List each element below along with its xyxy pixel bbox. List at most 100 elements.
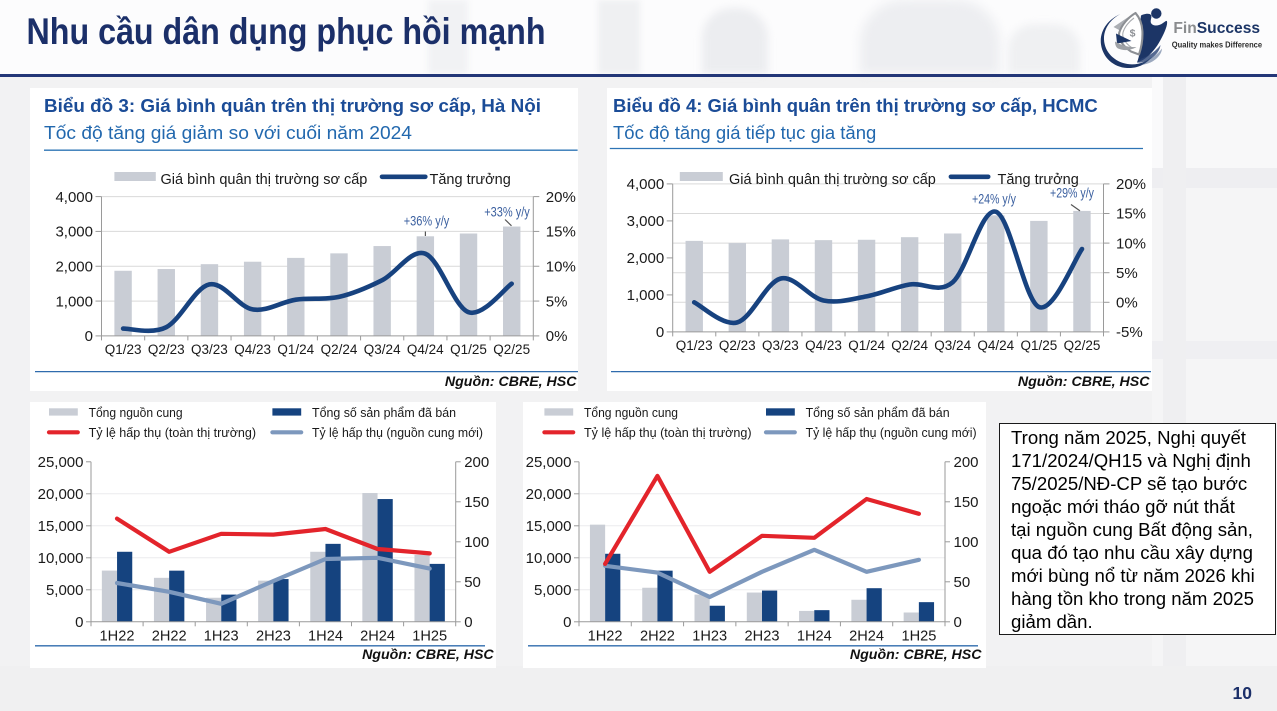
- svg-text:25,000: 25,000: [38, 454, 84, 471]
- svg-text:Q2/23: Q2/23: [719, 338, 756, 353]
- svg-text:Biểu đồ 3: Giá bình quân trên: Biểu đồ 3: Giá bình quân trên thị trường…: [44, 95, 541, 116]
- svg-text:Tốc độ tăng giá giảm so với cu: Tốc độ tăng giá giảm so với cuối năm 202…: [44, 122, 412, 143]
- svg-text:Q3/23: Q3/23: [762, 338, 799, 353]
- svg-text:200: 200: [464, 454, 489, 471]
- svg-text:20,000: 20,000: [526, 486, 572, 503]
- svg-text:1H23: 1H23: [692, 629, 727, 645]
- svg-text:Q1/24: Q1/24: [277, 342, 314, 357]
- svg-text:0: 0: [563, 614, 571, 631]
- svg-text:Nguồn: CBRE, HSC: Nguồn: CBRE, HSC: [850, 647, 982, 663]
- svg-text:Tỷ lệ hấp thụ (nguồn cung mới): Tỷ lệ hấp thụ (nguồn cung mới): [312, 425, 483, 440]
- svg-text:0: 0: [464, 614, 472, 631]
- svg-text:100: 100: [954, 534, 979, 551]
- svg-text:20%: 20%: [546, 189, 576, 206]
- svg-text:5%: 5%: [1116, 265, 1138, 282]
- svg-text:0: 0: [75, 614, 83, 631]
- svg-text:1H23: 1H23: [204, 629, 239, 645]
- svg-text:10,000: 10,000: [526, 550, 572, 567]
- svg-text:10%: 10%: [1116, 235, 1146, 252]
- svg-text:0: 0: [85, 328, 93, 345]
- svg-text:Q4/23: Q4/23: [234, 342, 271, 357]
- svg-text:2H24: 2H24: [849, 629, 884, 645]
- svg-text:Q4/24: Q4/24: [407, 342, 444, 357]
- svg-text:Tỷ lệ hấp thụ (toàn thị trường: Tỷ lệ hấp thụ (toàn thị trường): [89, 425, 257, 440]
- svg-text:50: 50: [464, 574, 481, 591]
- svg-text:+33% y/y: +33% y/y: [484, 205, 530, 220]
- svg-text:50: 50: [954, 574, 971, 591]
- svg-text:2H22: 2H22: [152, 629, 187, 645]
- svg-text:Q1/25: Q1/25: [1021, 338, 1058, 353]
- svg-text:1H25: 1H25: [412, 629, 447, 645]
- svg-text:Tốc độ tăng giá tiếp tục gia t: Tốc độ tăng giá tiếp tục gia tăng: [613, 122, 876, 143]
- svg-text:+24% y/y: +24% y/y: [972, 192, 1016, 207]
- svg-text:0: 0: [656, 324, 664, 341]
- svg-text:Nguồn: CBRE, HSC: Nguồn: CBRE, HSC: [445, 374, 577, 390]
- svg-text:Q2/24: Q2/24: [321, 342, 358, 357]
- svg-text:Tăng trưởng: Tăng trưởng: [998, 172, 1079, 188]
- svg-text:Q2/25: Q2/25: [493, 342, 530, 357]
- svg-text:1,000: 1,000: [55, 293, 93, 310]
- svg-text:15,000: 15,000: [526, 518, 572, 535]
- svg-text:10%: 10%: [546, 258, 576, 275]
- svg-text:2H23: 2H23: [745, 629, 780, 645]
- svg-text:Q4/23: Q4/23: [805, 338, 842, 353]
- svg-text:3,000: 3,000: [627, 213, 665, 230]
- svg-text:20%: 20%: [1116, 176, 1146, 193]
- svg-text:100: 100: [464, 534, 489, 551]
- svg-text:Tổng số sản phẩm đã bán: Tổng số sản phẩm đã bán: [312, 405, 456, 420]
- svg-text:1,000: 1,000: [627, 287, 665, 304]
- svg-text:Tỷ lệ hấp thụ (nguồn cung mới): Tỷ lệ hấp thụ (nguồn cung mới): [806, 425, 977, 440]
- svg-text:FinSuccess: FinSuccess: [1173, 20, 1260, 37]
- svg-text:15%: 15%: [1116, 206, 1146, 223]
- svg-text:0%: 0%: [546, 328, 568, 345]
- svg-text:1H24: 1H24: [308, 629, 343, 645]
- svg-text:1H22: 1H22: [100, 629, 135, 645]
- svg-text:Quality makes Difference: Quality makes Difference: [1172, 40, 1263, 50]
- svg-text:2H23: 2H23: [256, 629, 291, 645]
- svg-text:5,000: 5,000: [46, 582, 84, 599]
- svg-text:0%: 0%: [1116, 295, 1138, 312]
- svg-text:Nguồn: CBRE, HSC: Nguồn: CBRE, HSC: [1018, 374, 1150, 390]
- svg-text:Q3/24: Q3/24: [934, 338, 971, 353]
- svg-text:4,000: 4,000: [55, 189, 93, 206]
- svg-text:2H22: 2H22: [640, 629, 675, 645]
- svg-text:15,000: 15,000: [38, 518, 84, 535]
- svg-text:200: 200: [954, 454, 979, 471]
- svg-text:Tổng nguồn cung: Tổng nguồn cung: [89, 405, 183, 420]
- svg-text:Tổng số sản phẩm đã bán: Tổng số sản phẩm đã bán: [806, 405, 950, 420]
- svg-text:Q1/25: Q1/25: [450, 342, 487, 357]
- svg-text:Giá bình quân thị trường sơ cấ: Giá bình quân thị trường sơ cấp: [729, 172, 936, 188]
- svg-text:Q2/24: Q2/24: [891, 338, 928, 353]
- svg-text:2,000: 2,000: [627, 250, 665, 267]
- svg-text:Q1/23: Q1/23: [676, 338, 713, 353]
- svg-text:150: 150: [464, 494, 489, 511]
- svg-text:1H22: 1H22: [588, 629, 623, 645]
- svg-text:Q1/24: Q1/24: [848, 338, 885, 353]
- svg-text:25,000: 25,000: [526, 454, 572, 471]
- svg-text:Biểu đồ 4: Giá bình quân trên: Biểu đồ 4: Giá bình quân trên thị trường…: [613, 95, 1098, 116]
- svg-text:Tỷ lệ hấp thụ (toàn thị trường: Tỷ lệ hấp thụ (toàn thị trường): [584, 425, 752, 440]
- svg-text:Nguồn: CBRE, HSC: Nguồn: CBRE, HSC: [362, 647, 494, 663]
- svg-text:10,000: 10,000: [38, 550, 84, 567]
- svg-text:5,000: 5,000: [534, 582, 572, 599]
- svg-text:+29% y/y: +29% y/y: [1050, 186, 1094, 201]
- svg-text:Q3/24: Q3/24: [364, 342, 401, 357]
- svg-text:20,000: 20,000: [38, 486, 84, 503]
- svg-text:5%: 5%: [546, 293, 568, 310]
- svg-text:1H24: 1H24: [797, 629, 832, 645]
- svg-text:3,000: 3,000: [55, 224, 93, 241]
- svg-text:Tổng nguồn cung: Tổng nguồn cung: [584, 405, 678, 420]
- svg-text:4,000: 4,000: [627, 176, 665, 193]
- svg-text:Q2/23: Q2/23: [148, 342, 185, 357]
- svg-text:-5%: -5%: [1116, 324, 1143, 341]
- svg-text:0: 0: [954, 614, 962, 631]
- svg-text:Q1/23: Q1/23: [105, 342, 142, 357]
- svg-text:+36% y/y: +36% y/y: [404, 214, 450, 229]
- svg-text:Tăng trưởng: Tăng trưởng: [430, 172, 511, 188]
- svg-text:Q3/23: Q3/23: [191, 342, 228, 357]
- svg-text:15%: 15%: [546, 224, 576, 241]
- svg-text:$: $: [1130, 28, 1136, 40]
- svg-text:2,000: 2,000: [55, 258, 93, 275]
- svg-text:Giá bình quân thị trường sơ cấ: Giá bình quân thị trường sơ cấp: [161, 172, 368, 188]
- svg-text:Q4/24: Q4/24: [977, 338, 1014, 353]
